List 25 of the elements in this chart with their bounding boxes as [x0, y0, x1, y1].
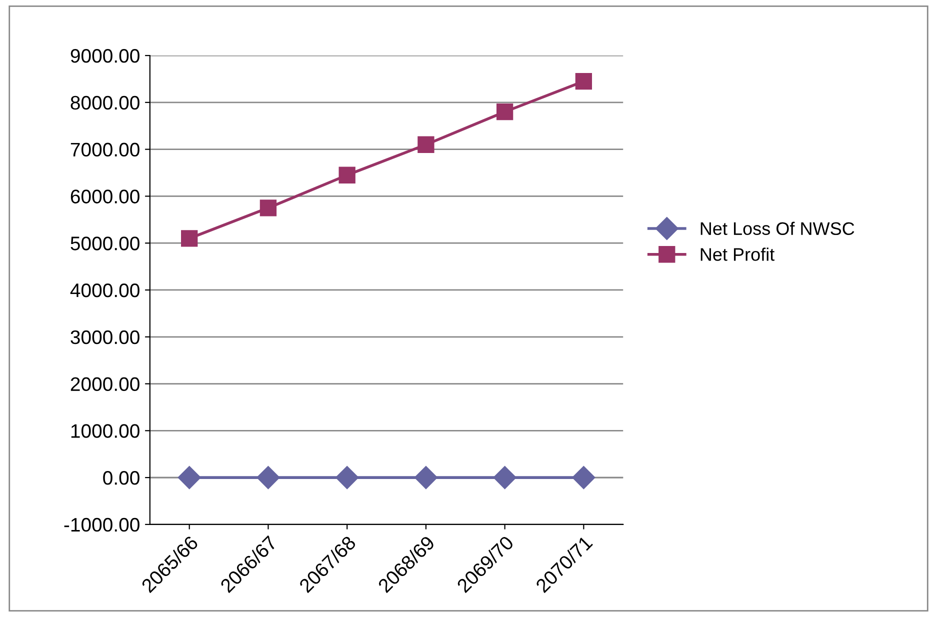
y-tick-label: 3000.00	[70, 330, 140, 344]
point	[493, 466, 516, 490]
y-tick-label: 2000.00	[70, 377, 140, 392]
point	[260, 200, 277, 216]
y-tick-label: -1000.00	[64, 518, 140, 532]
y-tick-label: 9000.00	[70, 49, 140, 63]
legend-label: Net Profit	[700, 248, 774, 261]
point	[178, 466, 201, 490]
y-tick-label: 1000.00	[71, 424, 140, 438]
point	[336, 466, 359, 490]
point	[256, 466, 280, 490]
point	[572, 466, 596, 490]
y-tick-label: 8000.00	[70, 96, 140, 110]
point	[418, 136, 434, 153]
point	[181, 230, 198, 247]
y-tick-label: 4000.00	[70, 283, 140, 298]
y-tick-label: 5000.00	[70, 236, 140, 250]
point	[575, 72, 592, 90]
y-tick-label: 7000.00	[70, 142, 140, 157]
point	[496, 103, 514, 120]
legend-label: Net Loss Of NWSC	[700, 222, 854, 236]
point	[414, 466, 438, 490]
y-tick-label: 6000.00	[70, 190, 140, 204]
y-tick-label: 0.00	[103, 471, 140, 485]
point	[338, 166, 356, 184]
